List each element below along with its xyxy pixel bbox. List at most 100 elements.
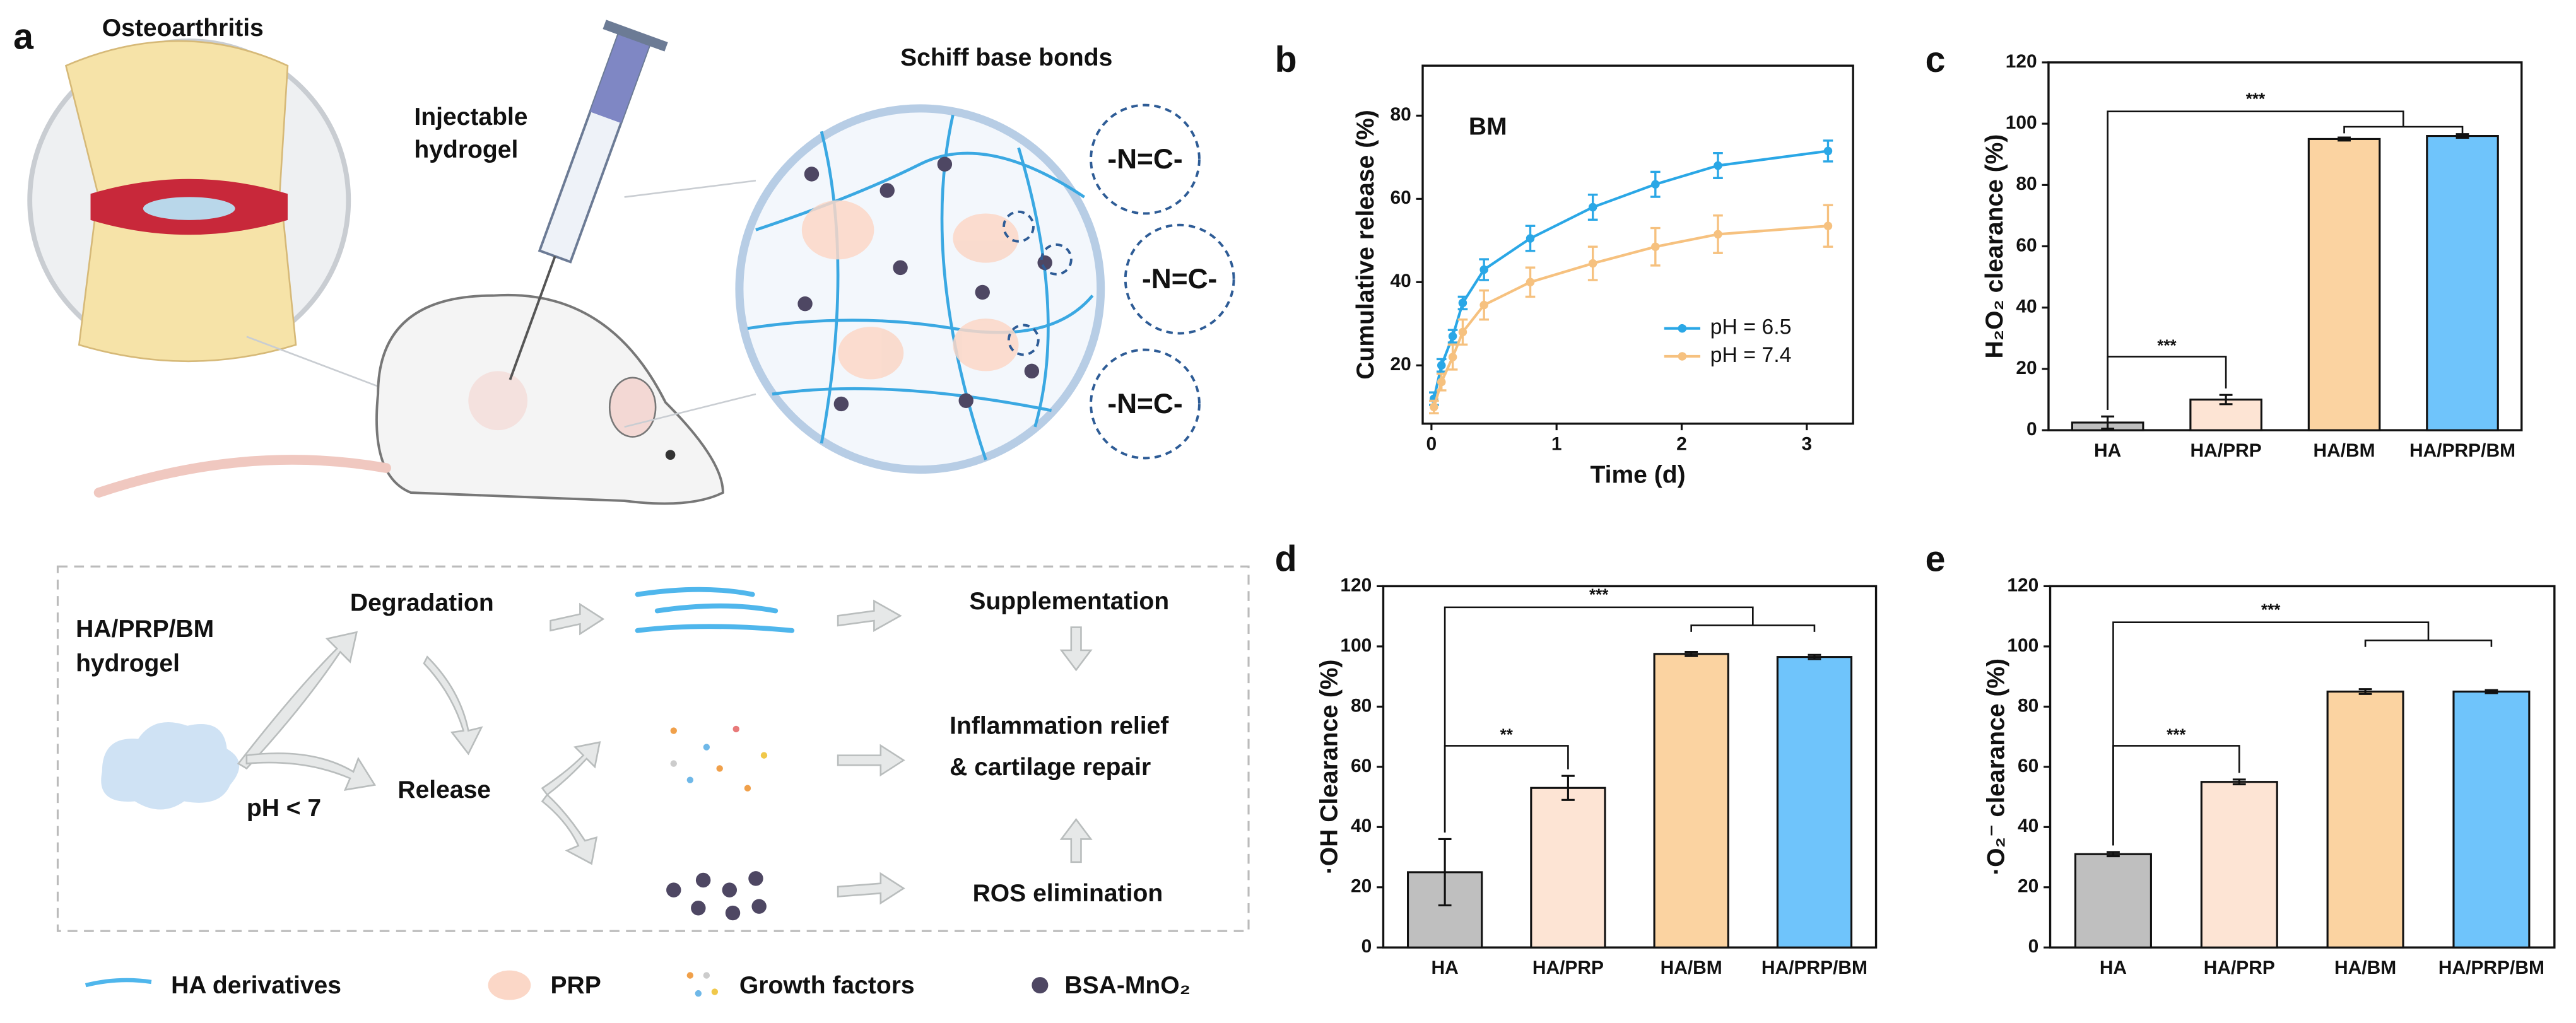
panel-label: b (1275, 40, 1297, 80)
y-tick-label: 80 (1390, 104, 1411, 125)
y-tick-label: 100 (1340, 635, 1372, 656)
error-bar (1561, 775, 1575, 801)
marker (1437, 361, 1446, 370)
mno2-particles (666, 871, 767, 921)
y-tick-label: 60 (1351, 756, 1372, 776)
needle (509, 255, 556, 380)
x-tick-label: HA/PRP/BM (2409, 440, 2515, 461)
y-tick-label: 60 (2018, 756, 2038, 776)
label: & cartilage repair (950, 754, 1151, 781)
label: pH < 7 (247, 795, 321, 822)
x-tick-label: 0 (1426, 433, 1437, 454)
legend-swatch (1678, 324, 1687, 333)
mouse-eye (665, 450, 676, 460)
legend-swatch (85, 978, 152, 988)
legend-swatch (1032, 977, 1049, 994)
error-bar (2338, 136, 2351, 142)
annotation: BM (1469, 113, 1507, 140)
bar (1653, 653, 1729, 949)
flange (603, 20, 668, 52)
label: Osteoarthritis (102, 15, 264, 42)
mouse-body (375, 293, 724, 505)
significance-label: *** (2157, 336, 2177, 355)
significance-bracket (2107, 110, 2464, 410)
plunger (590, 34, 649, 124)
marker (1651, 242, 1660, 251)
marker (1448, 353, 1457, 361)
marker (1479, 265, 1488, 274)
marker (1588, 202, 1597, 212)
x-tick-label: HA/PRP/BM (1761, 957, 1867, 978)
marker (1823, 146, 1833, 156)
label: hydrogel (76, 650, 180, 677)
y-axis-label: Cumulative release (%) (1352, 110, 1379, 380)
series-line (1432, 225, 1828, 407)
arrows (237, 599, 1093, 905)
y-tick-label: 20 (2016, 358, 2037, 378)
ha-fragments (635, 587, 795, 633)
marker (1437, 377, 1446, 387)
marker (1448, 332, 1457, 341)
significance-label: *** (2261, 600, 2281, 619)
legend-label: Growth factors (739, 972, 915, 999)
x-tick-label: HA/PRP (2191, 440, 2262, 461)
growth-factors (670, 725, 768, 792)
x-tick-label: HA/PRP (1532, 957, 1604, 978)
x-tick-label: HA/PRP/BM (2438, 957, 2544, 978)
prp-clusters (801, 200, 1019, 380)
series-line (1432, 149, 1828, 399)
label: Schiff base bonds (900, 44, 1112, 71)
panel-label: c (1926, 40, 1946, 80)
label: Inflammation relief (950, 713, 1169, 740)
marker (1714, 230, 1722, 239)
y-axis-label: H₂O₂ clearance (%) (1981, 134, 2008, 359)
bar (2452, 690, 2531, 949)
error-bar (2219, 394, 2233, 406)
x-tick-label: HA/BM (2334, 957, 2396, 978)
error-bar (2358, 688, 2372, 695)
panel-label: d (1275, 539, 1297, 580)
error-bar (2232, 778, 2246, 786)
y-tick-label: 40 (1351, 815, 1372, 836)
marker (1588, 259, 1597, 268)
marker (1458, 327, 1467, 337)
x-tick-label: HA/BM (1661, 957, 1722, 978)
x-tick-label: HA (2100, 957, 2127, 978)
x-tick-label: 3 (1801, 433, 1812, 454)
y-tick-label: 0 (1362, 936, 1372, 957)
y-tick-label: 40 (1390, 271, 1411, 291)
legend-label: pH = 6.5 (1710, 315, 1792, 339)
bar (2426, 135, 2499, 431)
bar (2307, 137, 2381, 431)
error-bar (2101, 415, 2115, 430)
x-tick-label: HA/BM (2314, 440, 2375, 461)
y-tick-label: 120 (2007, 575, 2038, 595)
label: hydrogel (414, 136, 518, 163)
y-tick-label: 80 (2018, 695, 2038, 716)
y-tick-label: 100 (2007, 635, 2038, 656)
label: ROS elimination (973, 880, 1163, 907)
y-tick-label: 20 (2018, 876, 2038, 897)
marker (1430, 402, 1438, 412)
y-tick-label: 80 (2016, 173, 2037, 194)
y-axis-label: ·O₂⁻ clearance (%) (1983, 658, 2010, 875)
zoom-line (624, 180, 756, 198)
error-bar (2455, 133, 2469, 139)
y-tick-label: 20 (1351, 876, 1372, 897)
error-bar (2485, 689, 2498, 694)
y-tick-label: 0 (2026, 419, 2037, 440)
label: HA/PRP/BM (76, 616, 214, 643)
y-tick-label: 80 (1351, 695, 1372, 716)
zoom-line (624, 393, 756, 428)
y-tick-label: 40 (2018, 815, 2038, 836)
marker (1526, 278, 1535, 287)
mouse-joint (468, 371, 528, 431)
schiff-bond: -N=C- (1107, 144, 1182, 175)
marker (1526, 234, 1535, 243)
legend-swatch (1678, 352, 1687, 361)
legend-label: PRP (551, 972, 601, 999)
marker (1458, 298, 1467, 308)
label: Supplementation (969, 588, 1169, 615)
x-tick-label: 2 (1676, 433, 1687, 454)
synovial-fluid (143, 197, 235, 220)
